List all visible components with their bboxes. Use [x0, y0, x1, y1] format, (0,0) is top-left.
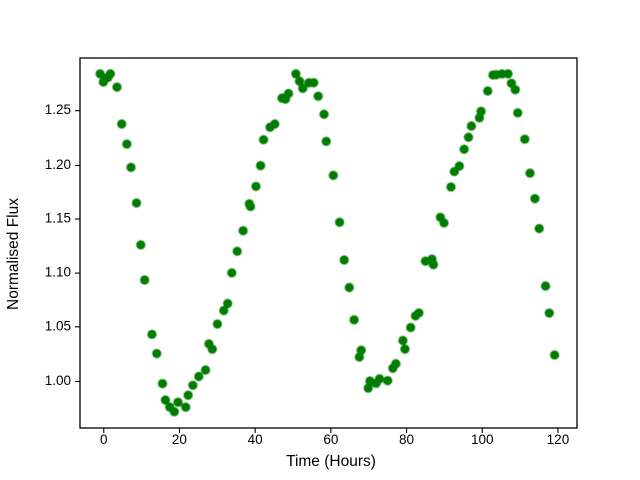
svg-text:Time (Hours): Time (Hours) [286, 453, 376, 470]
svg-text:1.10: 1.10 [45, 265, 71, 280]
svg-text:40: 40 [248, 432, 263, 447]
svg-text:Normalised Flux: Normalised Flux [5, 198, 22, 310]
svg-text:1.05: 1.05 [45, 318, 71, 333]
svg-text:1.20: 1.20 [45, 157, 71, 172]
svg-text:1.00: 1.00 [45, 373, 71, 388]
svg-text:1.15: 1.15 [45, 211, 71, 226]
svg-text:20: 20 [172, 432, 187, 447]
svg-text:80: 80 [399, 432, 414, 447]
svg-text:60: 60 [323, 432, 338, 447]
svg-text:100: 100 [471, 432, 494, 447]
svg-text:120: 120 [547, 432, 570, 447]
svg-text:0: 0 [100, 432, 108, 447]
svg-text:1.25: 1.25 [45, 102, 71, 117]
